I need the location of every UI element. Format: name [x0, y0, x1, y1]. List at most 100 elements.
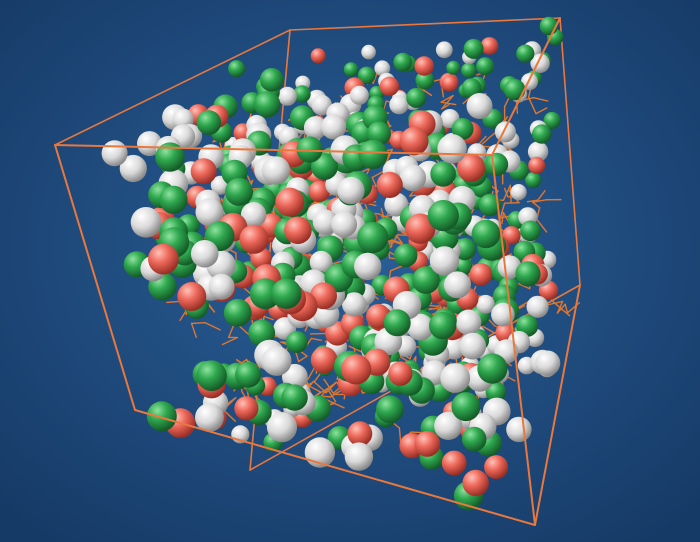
atom-sphere — [357, 66, 376, 85]
atom-sphere — [358, 139, 388, 170]
atom-sphere — [406, 87, 427, 108]
atom-sphere — [119, 154, 147, 183]
atom-sphere — [195, 403, 224, 432]
atom-sphere — [293, 85, 311, 103]
atom-sphere — [477, 353, 508, 384]
bond-stick — [441, 104, 450, 110]
bond-stick — [297, 355, 308, 363]
atom-sphere — [451, 392, 481, 422]
atom-sphere — [240, 202, 267, 228]
atom-sphere — [466, 93, 493, 119]
bond-stick — [315, 386, 331, 396]
atom-sphere — [196, 360, 227, 392]
bond-stick — [535, 107, 548, 115]
atom-sphere — [476, 294, 495, 314]
atom-sphere — [457, 153, 486, 182]
atom-sphere — [309, 250, 333, 274]
atom-sphere — [476, 57, 495, 76]
atom-sphere — [415, 70, 435, 90]
atom-sphere — [190, 158, 217, 185]
atom-sphere — [528, 156, 546, 174]
atom-sphere — [347, 421, 373, 447]
bond-stick — [502, 184, 511, 201]
atom-sphere — [441, 75, 458, 92]
atom-sphere — [444, 271, 471, 299]
box-edge — [54, 29, 291, 146]
atom-sphere — [266, 412, 298, 443]
atom-sphere — [337, 176, 365, 205]
atom-sphere — [478, 193, 502, 217]
bond-stick — [323, 378, 335, 395]
atom-sphere — [223, 298, 252, 327]
box-edge — [289, 17, 561, 31]
atom-sphere — [510, 184, 527, 201]
atom-sphere — [399, 126, 429, 156]
bond-stick — [531, 199, 548, 203]
atom-sphere — [459, 332, 487, 360]
atom-sphere — [281, 384, 308, 411]
atom-sphere — [383, 309, 411, 337]
bond-stick — [503, 187, 509, 198]
box-edge — [54, 144, 136, 411]
atom-sphere — [343, 62, 359, 77]
atom-sphere — [341, 354, 372, 385]
atom-sphere — [310, 346, 338, 374]
atom-sphere — [177, 282, 207, 311]
atom-sphere — [469, 263, 493, 286]
atom-sphere — [393, 52, 413, 72]
atom-sphere — [532, 124, 552, 144]
atom-sphere — [535, 350, 561, 376]
atom-sphere — [254, 91, 281, 118]
bond-stick — [566, 302, 581, 314]
bond-stick — [501, 212, 505, 225]
atom-sphere — [503, 78, 526, 101]
atom-sphere — [311, 94, 333, 116]
atom-sphere — [527, 141, 549, 162]
atom-sphere — [234, 396, 259, 421]
bond-stick — [371, 176, 377, 187]
bond-stick — [564, 303, 569, 314]
bond-stick — [537, 190, 546, 201]
bond-stick — [556, 303, 566, 314]
atom-sphere — [239, 224, 269, 254]
atom-sphere — [130, 207, 162, 238]
box-edge — [534, 284, 581, 526]
atom-sphere — [357, 222, 389, 254]
atom-sphere — [434, 411, 463, 440]
atom-sphere — [261, 156, 291, 185]
box-edge — [134, 409, 536, 526]
atom-sphere — [308, 180, 330, 203]
bond-stick — [190, 322, 206, 325]
atom-sphere — [394, 243, 418, 268]
atom-sphere — [235, 361, 262, 388]
bond-stick — [536, 218, 548, 233]
atom-sphere — [208, 273, 235, 300]
atom-sphere — [427, 200, 459, 232]
atom-sphere — [310, 48, 326, 64]
box-edge — [491, 154, 536, 526]
atom-sphere — [462, 469, 489, 497]
bond-stick — [328, 381, 338, 388]
simulation-box-front-edges — [54, 17, 581, 526]
box-edge — [559, 17, 581, 286]
atom-sphere — [543, 111, 561, 129]
atom-sphere — [101, 140, 128, 167]
box-edge — [54, 144, 493, 156]
atom-sphere — [525, 172, 542, 188]
atom-sphere — [471, 219, 501, 249]
bond-stick — [398, 427, 402, 443]
atom-sphere — [485, 152, 509, 176]
space-filling-atoms-layer — [101, 16, 564, 511]
bond-stick — [499, 202, 506, 219]
bond-stick — [561, 308, 571, 317]
atom-sphere — [429, 246, 460, 276]
atom-sphere — [286, 331, 308, 353]
atom-sphere — [361, 44, 376, 60]
atom-sphere — [225, 177, 253, 206]
atom-sphere — [303, 116, 328, 140]
atom-sphere — [406, 313, 434, 341]
atom-sphere — [376, 395, 404, 424]
atom-sphere — [516, 44, 535, 63]
atom-sphere — [148, 243, 179, 275]
